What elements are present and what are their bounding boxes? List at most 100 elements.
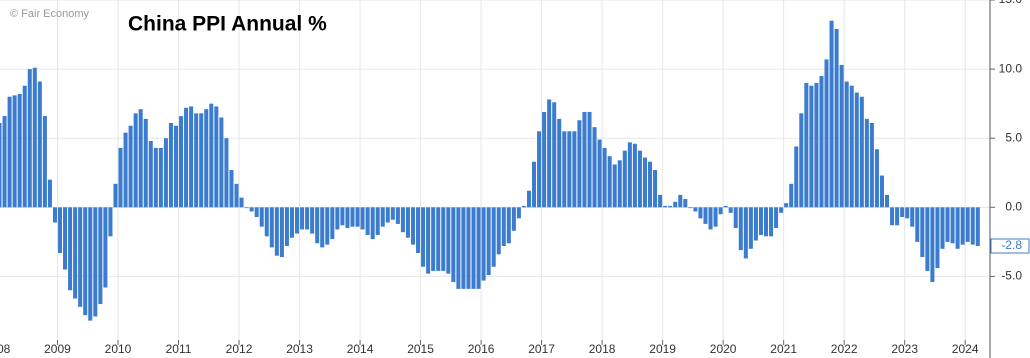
bar — [405, 207, 410, 238]
bar — [552, 102, 557, 208]
bar — [446, 207, 451, 274]
bar — [234, 183, 239, 208]
bar — [259, 207, 264, 227]
bar — [779, 207, 784, 213]
bar — [456, 207, 461, 289]
bar — [864, 118, 869, 208]
bars — [0, 20, 980, 321]
bar — [859, 96, 864, 208]
bar — [0, 123, 2, 208]
bar — [814, 82, 819, 208]
bar — [905, 207, 910, 219]
bar — [562, 131, 567, 208]
bar — [910, 207, 915, 227]
y-tick-label: 5.0 — [1005, 130, 1022, 144]
bar — [214, 106, 219, 208]
y-tick-label: 15.0 — [999, 0, 1023, 6]
bar — [587, 111, 592, 208]
bar — [264, 207, 269, 237]
bar — [279, 207, 284, 258]
bar — [340, 207, 345, 226]
bar — [950, 207, 955, 244]
bar — [869, 123, 874, 208]
bar — [496, 207, 501, 255]
bar — [809, 85, 814, 208]
bar — [143, 118, 148, 208]
x-tick-label: 2017 — [528, 342, 555, 356]
bar — [68, 207, 73, 291]
bar — [325, 207, 330, 245]
bar — [900, 207, 905, 217]
bar — [557, 118, 562, 208]
bar — [254, 207, 259, 217]
bar — [975, 207, 980, 247]
bar — [668, 205, 673, 208]
bar — [153, 147, 158, 208]
bar — [789, 183, 794, 208]
bar — [713, 207, 718, 227]
bar — [582, 111, 587, 208]
bar — [224, 138, 229, 208]
bar — [844, 81, 849, 208]
bar — [370, 207, 375, 240]
bar — [360, 207, 365, 230]
bar — [300, 207, 305, 230]
bar — [829, 20, 834, 208]
last-value-label: -2.8 — [1001, 238, 1022, 252]
bar — [501, 207, 506, 247]
bar — [572, 131, 577, 208]
bar — [239, 197, 244, 208]
bar — [229, 170, 234, 208]
x-tick-label: 2010 — [105, 342, 132, 356]
bar — [955, 207, 960, 249]
bar — [663, 205, 668, 208]
bar — [365, 207, 370, 235]
bar — [622, 150, 627, 208]
last-value-box — [990, 238, 1030, 254]
bar — [426, 207, 431, 274]
bar — [42, 116, 47, 208]
bar — [244, 207, 249, 209]
bar — [133, 113, 138, 208]
bar — [355, 207, 360, 227]
bar — [607, 156, 612, 208]
x-tick-label: 2014 — [347, 342, 374, 356]
bar — [310, 207, 315, 234]
bar — [471, 207, 476, 289]
bar — [743, 207, 748, 259]
bar — [597, 139, 602, 208]
bar — [935, 207, 940, 269]
bar — [854, 92, 859, 208]
bar — [920, 207, 925, 258]
credit: © Fair Economy — [10, 8, 90, 20]
bar — [436, 207, 441, 271]
bar — [532, 161, 537, 208]
bar — [718, 207, 723, 215]
chart-title: China PPI Annual % — [128, 13, 327, 36]
bar — [703, 207, 708, 224]
bar — [184, 107, 189, 208]
bar — [542, 111, 547, 208]
bar — [824, 59, 829, 208]
bar — [103, 207, 108, 288]
x-tick-label: 2018 — [589, 342, 616, 356]
bar — [209, 103, 214, 208]
bar — [642, 157, 647, 208]
bar — [410, 207, 416, 245]
bar — [118, 147, 123, 208]
bar — [925, 207, 930, 271]
bar — [451, 207, 456, 282]
x-tick-label: 2012 — [226, 342, 253, 356]
bar — [345, 207, 350, 229]
bar — [738, 207, 743, 251]
bar — [476, 207, 481, 289]
bar — [63, 207, 68, 270]
bar — [173, 125, 179, 208]
bar — [431, 207, 436, 271]
bar — [617, 160, 622, 208]
bar — [632, 143, 637, 208]
bar — [537, 131, 542, 208]
bar — [113, 183, 118, 208]
